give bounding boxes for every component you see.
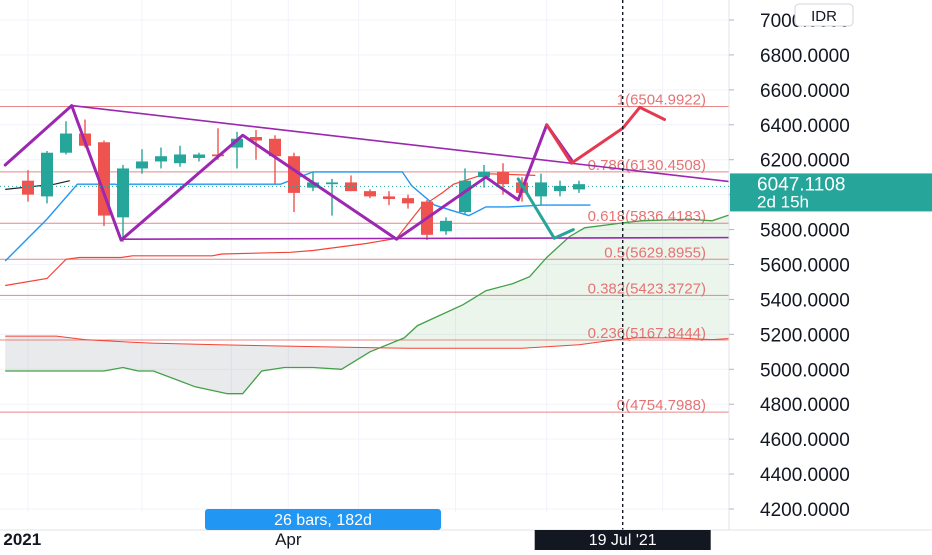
candle-body [535, 182, 547, 197]
pattern-teal-projection[interactable] [516, 177, 575, 240]
time-label: Apr [275, 530, 302, 549]
candle-body [573, 184, 585, 190]
price-tick-label: 5800.0000 [760, 221, 850, 242]
candle-body [478, 171, 490, 178]
time-axis[interactable]: 2021 Apr 19 Jul '21 [0, 529, 932, 550]
candle-body [136, 161, 148, 169]
fib-level-label: 0.236(5167.8444) [588, 325, 706, 342]
candle-body [364, 191, 376, 197]
price-tick-label: 5400.0000 [760, 290, 850, 311]
pattern-upper-trendline[interactable] [70, 104, 799, 191]
ichimoku-cloud [5, 212, 794, 394]
ichimoku-lagging-line [5, 180, 70, 190]
price-tick-label: 4600.0000 [760, 430, 850, 451]
fib-level-label: 0.786(6130.4508) [588, 157, 706, 174]
candle-body [250, 137, 262, 141]
price-tick-label: 6200.0000 [760, 151, 850, 172]
fib-level-label: 1(6504.9922) [617, 91, 706, 108]
fib-level-label: 0.382(5423.3727) [588, 280, 706, 297]
fib-level-label: 0.618(5836.4183) [588, 208, 706, 225]
price-tick-label: 4200.0000 [760, 500, 850, 521]
candle-body [307, 182, 319, 188]
crosshair-date-label: 19 Jul '21 [589, 532, 657, 549]
price-tick-label: 4400.0000 [760, 465, 850, 486]
badges: 26 bars, 182d [205, 509, 441, 530]
price-axis-background [729, 0, 932, 530]
candles [22, 119, 585, 242]
fib-level-label: 0.5(5629.8955) [604, 244, 706, 261]
cloud-bearish [5, 336, 376, 394]
price-tick-label: 5600.0000 [760, 256, 850, 277]
current-price-label: 6047.1108 [757, 174, 845, 195]
candle-body [117, 168, 129, 218]
candle-body [383, 196, 395, 200]
candle-body [497, 171, 509, 185]
price-tick-label: 5200.0000 [760, 325, 850, 346]
pattern-zigzag[interactable] [3, 104, 488, 242]
candle-body [231, 138, 243, 148]
currency-badge[interactable] [794, 3, 854, 27]
bar-countdown: 2d 15h [757, 192, 809, 211]
candle-body [326, 182, 338, 185]
candle-body [155, 156, 167, 162]
price-axis[interactable]: 4200.0000 4400.0000 4600.0000 4800.0000 5000… [0, 0, 932, 530]
measure-label: 26 bars, 182d [274, 512, 372, 529]
cloud-bullish [380, 212, 794, 349]
candle-body [60, 133, 72, 153]
candle-body [98, 142, 110, 216]
price-tick-label: 6400.0000 [760, 116, 850, 137]
candle-body [193, 154, 205, 158]
candle-body [402, 198, 414, 204]
price-tick-label: 6600.0000 [760, 81, 850, 102]
ichimoku-base-line [5, 173, 536, 287]
candle-body [554, 185, 566, 192]
candle-body [41, 152, 53, 197]
measure-badge [205, 509, 441, 530]
price-tick-label: 4800.0000 [760, 395, 850, 416]
pattern-lower-trendline[interactable] [120, 236, 799, 240]
price-tick-label: 5000.0000 [760, 360, 850, 381]
candle-body [22, 180, 34, 195]
fibonacci-retracement[interactable]: 1(6504.9922) 0.786(6130.4508) 0.618(5836.4… [0, 91, 729, 414]
currency-label: IDR [811, 8, 837, 25]
fib-level-label: 0(4754.7988) [617, 397, 706, 414]
candle-body [174, 154, 186, 164]
candle-body [288, 156, 300, 193]
candle-body [440, 220, 452, 232]
candle-body [269, 138, 281, 157]
crosshair-date-badge [534, 530, 711, 550]
time-label: 2021 [3, 530, 41, 549]
price-tick-label: 6800.0000 [760, 46, 850, 67]
ichimoku-span-a [5, 211, 798, 395]
candle-body [345, 182, 357, 192]
current-price-badge [730, 173, 932, 212]
